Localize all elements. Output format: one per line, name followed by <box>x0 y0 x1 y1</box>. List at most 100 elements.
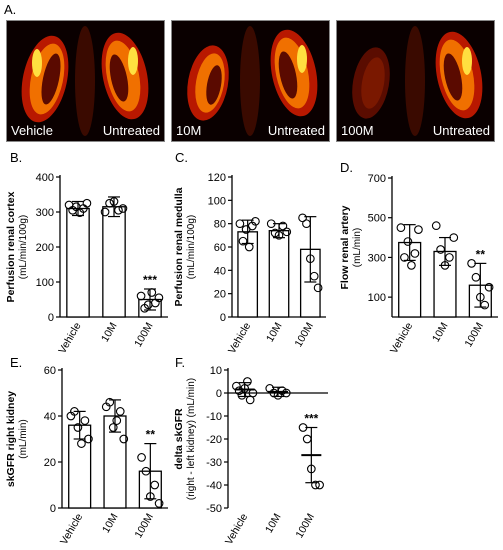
x-category-label: Vehicle <box>56 320 83 355</box>
data-point <box>410 249 420 258</box>
data-point <box>309 271 319 281</box>
panel-e-label: E. <box>10 355 23 370</box>
y-tick-label: 100 <box>36 277 54 289</box>
y-tick-label: -20 <box>206 434 222 446</box>
data-point <box>277 386 287 396</box>
panel-a-label: A. <box>4 2 17 17</box>
x-category-label: 100M <box>132 512 156 541</box>
data-point <box>154 293 164 303</box>
data-point <box>115 407 125 416</box>
mri-image-100m: 100M Untreated <box>336 20 495 142</box>
y-tick-label: 0 <box>48 312 54 324</box>
data-point <box>298 423 308 432</box>
data-point <box>480 300 490 310</box>
y-axis-label: Perfusion renal medulla <box>173 187 185 306</box>
y-tick-label: 60 <box>214 242 226 254</box>
x-category-label: Vehicle <box>223 511 250 546</box>
data-point <box>244 242 254 252</box>
data-point <box>403 237 413 246</box>
data-point <box>248 388 258 398</box>
data-point <box>306 464 316 474</box>
data-point <box>475 292 485 302</box>
data-point <box>154 499 164 508</box>
y-axis-label: delta skGFR <box>173 408 185 470</box>
y-tick-label: -40 <box>206 480 222 492</box>
data-point <box>82 198 92 208</box>
data-point <box>278 221 288 231</box>
data-point <box>145 492 155 501</box>
data-point <box>112 416 122 425</box>
y-tick-label: 20 <box>44 457 56 469</box>
y-tick-label: 0 <box>220 312 226 324</box>
y-tick-label: 40 <box>214 265 226 277</box>
panel-f-label: F. <box>175 355 186 370</box>
data-point <box>449 233 459 242</box>
x-category-label: 100M <box>462 321 486 350</box>
image-left-label: 100M <box>341 123 374 138</box>
data-point <box>298 213 307 223</box>
data-point <box>247 221 257 231</box>
x-category-label: 10M <box>264 321 285 345</box>
image-left-label: Vehicle <box>11 123 53 138</box>
kidney-image <box>352 26 483 136</box>
data-point <box>305 254 315 264</box>
x-category-label: 100M <box>132 321 156 350</box>
data-point <box>445 253 454 262</box>
chart-skgfr-right: 0 20 40 60 skGFR right kidney (mL/min) Vehicle… <box>5 365 168 547</box>
x-category-label: Vehicle <box>58 511 85 546</box>
data-point <box>118 204 128 213</box>
significance-marker: ** <box>476 247 486 261</box>
kidney-image <box>187 26 318 136</box>
data-point <box>150 480 160 490</box>
image-right-label: Untreated <box>432 123 490 138</box>
data-point <box>281 388 291 398</box>
y-tick-label: 200 <box>36 242 54 254</box>
y-tick-label: 100 <box>208 195 226 207</box>
data-point <box>436 245 445 254</box>
chart-perfusion-cortex: 0 100 200 300 400 Perfusion renal cortex (mL/m… <box>5 172 168 355</box>
data-point <box>431 221 441 231</box>
data-point <box>302 219 311 229</box>
data-point <box>471 272 481 282</box>
chart-perfusion-medulla: 0 20 40 60 80 100 120 Perfusion renal medulla (m… <box>173 172 326 355</box>
data-point <box>407 261 416 270</box>
y-tick-label: 700 <box>368 173 386 185</box>
image-left-label: 10M <box>176 123 202 138</box>
data-point <box>119 434 129 444</box>
data-point <box>315 480 324 490</box>
panel-b-label: B. <box>10 150 23 165</box>
y-axis-label: skGFR right kidney <box>5 391 17 487</box>
bar <box>268 230 290 318</box>
y-axis-label: Perfusion renal cortex <box>5 191 17 302</box>
data-point <box>440 261 450 270</box>
data-point <box>73 423 83 432</box>
x-category-label: Vehicle <box>226 320 253 355</box>
chart-delta-skgfr: 10 0 -10 -20 -30 -40 -50 delta skGFR (right - le… <box>173 365 328 547</box>
data-point <box>234 386 244 396</box>
data-point <box>311 480 320 490</box>
y-axis-unit-label: (mL/min) <box>352 228 363 267</box>
chart-flow-renal-artery: 100 300 500 700 Flow renal artery (mL/min) Veh… <box>339 173 498 355</box>
x-category-label: Vehicle <box>388 320 415 355</box>
data-point <box>251 216 260 226</box>
data-point <box>414 225 423 234</box>
y-tick-label: 10 <box>210 365 222 377</box>
bar <box>66 207 90 318</box>
data-point <box>77 439 86 448</box>
y-tick-label: 500 <box>368 213 386 225</box>
data-point <box>274 230 284 240</box>
y-tick-label: 400 <box>36 172 54 184</box>
x-category-label: 10M <box>430 321 451 345</box>
y-tick-label: -10 <box>206 411 222 423</box>
y-tick-label: 300 <box>36 207 54 219</box>
mri-image-vehicle: Vehicle Untreated <box>6 20 165 142</box>
x-category-label: 10M <box>99 321 120 345</box>
data-point <box>467 259 476 268</box>
data-point <box>105 198 114 208</box>
data-point <box>269 388 279 398</box>
data-point <box>137 453 146 462</box>
image-right-label: Untreated <box>267 123 325 138</box>
image-right-label: Untreated <box>102 123 160 138</box>
y-tick-label: 40 <box>44 411 56 423</box>
y-axis-unit-label: (right - left kidney) (mL/min) <box>186 378 197 500</box>
